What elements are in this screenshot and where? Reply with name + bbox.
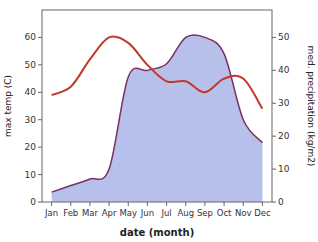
y2-tick-label: 30 [278,98,290,108]
x-axis-label: date (month) [120,227,194,238]
y-tick-label: 40 [25,87,37,97]
plot-area [52,35,263,202]
y-axis-label: max temp (C) [3,75,13,137]
y2-tick-label: 0 [278,197,284,207]
x-tick-label: May [119,208,137,218]
x-tick [147,202,148,206]
x-tick-label: Feb [63,208,78,218]
series-line [52,35,263,192]
x-tick-label: Apr [102,208,117,218]
y-tick-label: 50 [25,60,37,70]
y2-tick-label: 20 [278,131,290,141]
x-tick-label: Dec [254,208,271,218]
y2-tick-label: 40 [278,65,290,75]
x-tick-label: Jan [44,208,58,218]
x-tick-label: Oct [217,208,232,218]
x-tick-label: Jul [160,208,171,218]
y-tick [38,174,42,175]
y2-tick-label: 50 [278,32,290,42]
y2-tick [272,70,276,71]
x-tick [109,202,110,206]
y2-tick [272,37,276,38]
y2-tick-label: 10 [278,164,290,174]
y2-tick [272,103,276,104]
chart-svg: 010203040506001020304050JanFebMarAprMayJ… [0,0,318,242]
x-tick [70,202,71,206]
y-tick [38,37,42,38]
x-tick-label: Sep [197,208,213,218]
plot-frame [42,10,272,202]
y2-tick [272,169,276,170]
precip-area [52,35,263,202]
y-tick-label: 60 [25,32,37,42]
y2-tick [272,136,276,137]
chart-container: 010203040506001020304050JanFebMarAprMayJ… [0,0,318,242]
x-tick-label: Aug [177,208,194,218]
x-tick [224,202,225,206]
x-tick [128,202,129,206]
series-line [52,36,263,108]
x-tick-label: Nov [235,208,252,218]
x-tick [185,202,186,206]
y-tick-label: 20 [25,142,37,152]
y-tick [38,64,42,65]
x-tick [89,202,90,206]
y-tick-label: 10 [25,170,37,180]
y-tick [38,147,42,148]
y-tick-label: 0 [30,197,36,207]
y-tick-label: 30 [25,115,37,125]
y2-axis-label: med. precipitation (kg/m2) [306,46,316,167]
x-tick-label: Jun [140,208,154,218]
x-tick [51,202,52,206]
x-tick [204,202,205,206]
x-tick [166,202,167,206]
y-tick [38,202,42,203]
y-tick [38,92,42,93]
y-tick [38,119,42,120]
x-tick [243,202,244,206]
y2-tick [272,202,276,203]
x-tick [262,202,263,206]
x-tick-label: Mar [82,208,99,218]
